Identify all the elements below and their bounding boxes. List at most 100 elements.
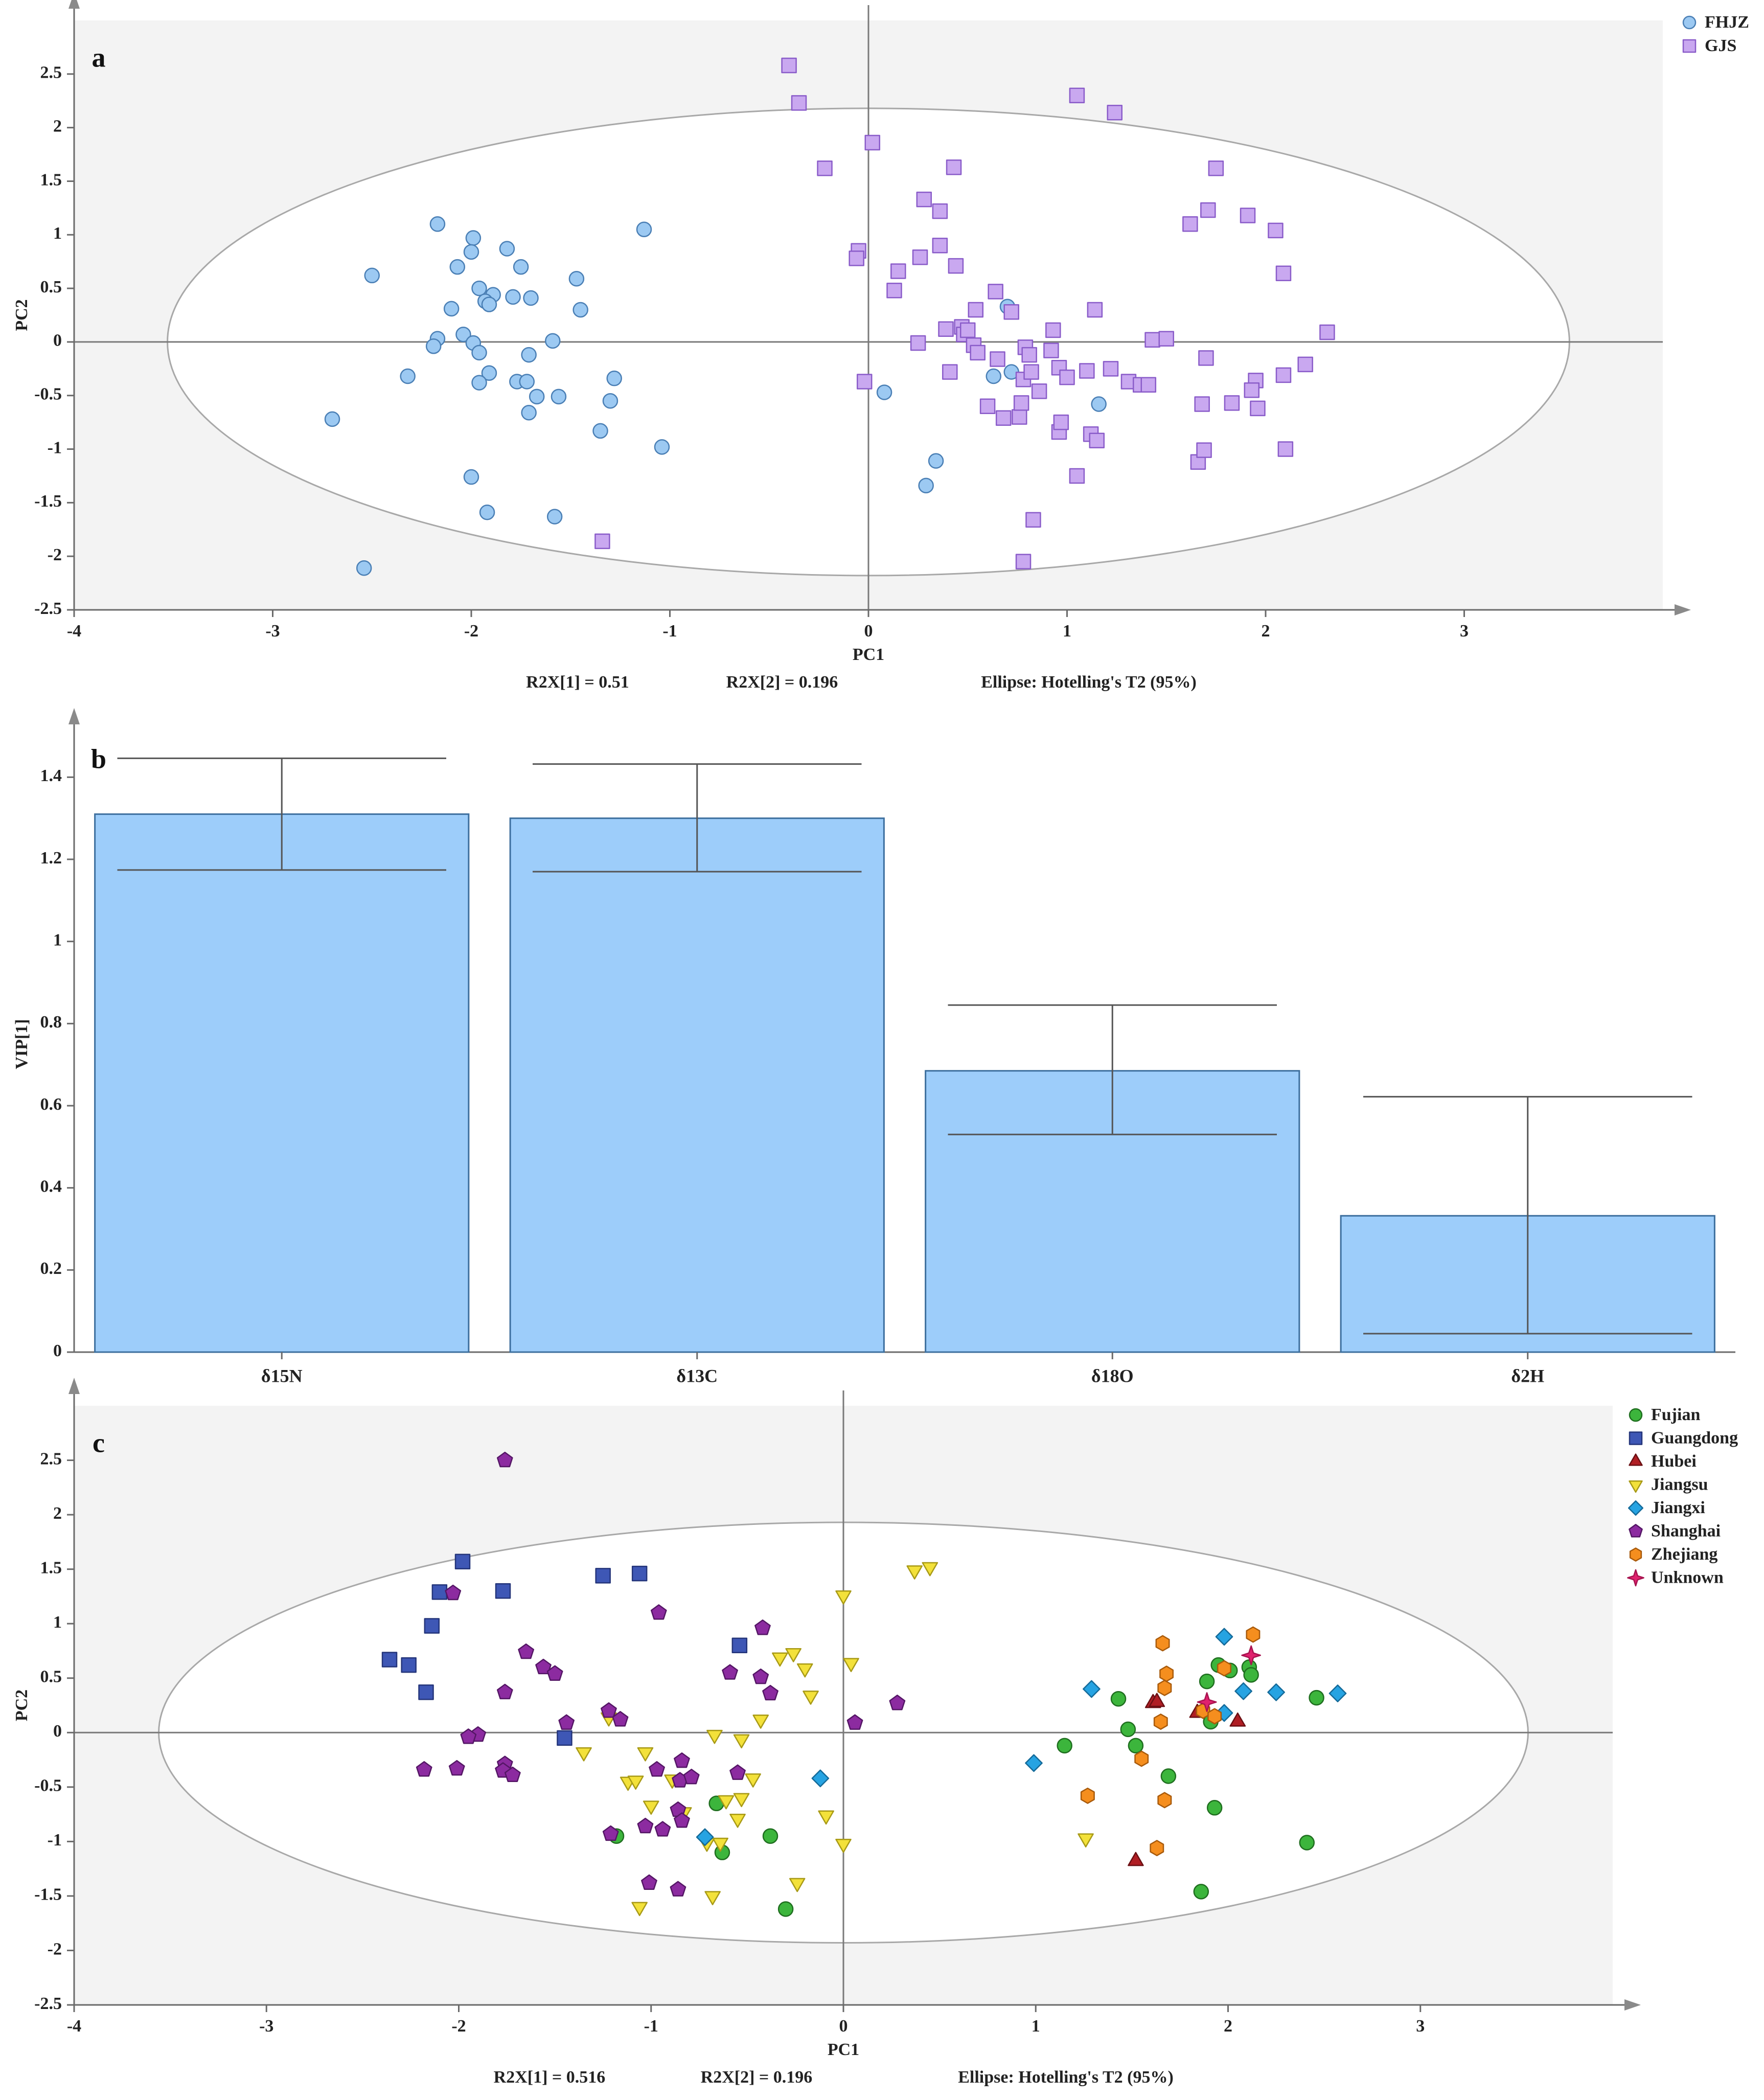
data-point bbox=[1182, 216, 1198, 232]
data-point bbox=[948, 258, 964, 274]
y-tick-label: -2 bbox=[48, 545, 62, 564]
data-point bbox=[729, 1764, 746, 1780]
data-point bbox=[942, 364, 958, 380]
data-point bbox=[471, 375, 487, 391]
y-axis-label: PC2 bbox=[12, 299, 31, 331]
data-point bbox=[970, 345, 986, 361]
y-tick-label: -1 bbox=[48, 1831, 62, 1850]
y-tick-label: -0.5 bbox=[34, 385, 62, 404]
data-point bbox=[1229, 1712, 1246, 1727]
data-point bbox=[429, 216, 446, 232]
legend-label: Shanghai bbox=[1651, 1521, 1721, 1540]
data-point bbox=[1244, 382, 1260, 398]
data-point bbox=[1059, 369, 1075, 385]
x-tick-label: δ18O bbox=[1091, 1365, 1134, 1386]
data-point bbox=[479, 504, 495, 520]
data-point bbox=[641, 1874, 657, 1890]
footer-ellipse-note: Ellipse: Hotelling's T2 (95%) bbox=[981, 673, 1197, 692]
data-point bbox=[637, 1747, 654, 1762]
data-point bbox=[946, 159, 962, 175]
data-point bbox=[910, 335, 926, 351]
data-point bbox=[523, 290, 539, 306]
data-point bbox=[649, 1761, 665, 1777]
data-point bbox=[471, 345, 487, 361]
data-point bbox=[1250, 400, 1266, 417]
data-point bbox=[416, 1761, 432, 1777]
panel-a-pca-scatter: -4 -3 -2 -1 0 1 2 3 -2.5 -2 -1.5 -1 -0.5 0 0.5 1 1.5 2 2.5… bbox=[12, 0, 1749, 692]
x-tick-label: -4 bbox=[67, 2017, 81, 2036]
legend-label: Jiangsu bbox=[1651, 1475, 1708, 1494]
data-point bbox=[1159, 1665, 1174, 1682]
data-point bbox=[789, 1878, 806, 1892]
data-point bbox=[932, 203, 948, 219]
data-point bbox=[627, 1775, 644, 1790]
data-point bbox=[1025, 1754, 1043, 1772]
data-point bbox=[1089, 432, 1105, 449]
data-point bbox=[1275, 265, 1292, 281]
data-point bbox=[529, 389, 545, 405]
data-point bbox=[471, 280, 487, 296]
data-point bbox=[636, 221, 652, 238]
y-tick-label: 0.6 bbox=[40, 1095, 62, 1114]
legend-label: Jiangxi bbox=[1651, 1498, 1705, 1517]
panel-label: c bbox=[93, 1427, 105, 1458]
data-point bbox=[576, 1747, 592, 1762]
data-point bbox=[1160, 1768, 1177, 1784]
data-point bbox=[835, 1838, 852, 1853]
data-point bbox=[849, 250, 864, 266]
data-point bbox=[1012, 409, 1027, 425]
data-point bbox=[602, 1825, 619, 1841]
legend-marker bbox=[1629, 1431, 1643, 1445]
data-point bbox=[1200, 202, 1216, 218]
data-point bbox=[704, 1891, 721, 1905]
series-fhjz bbox=[324, 216, 1107, 576]
data-point bbox=[906, 1565, 923, 1580]
data-point bbox=[1275, 367, 1292, 383]
y-tick-label: 0.2 bbox=[40, 1259, 62, 1278]
y-tick-label: -1.5 bbox=[34, 1885, 62, 1904]
data-point bbox=[1025, 512, 1041, 528]
data-point bbox=[922, 1562, 938, 1577]
data-point bbox=[654, 1821, 671, 1837]
data-point bbox=[1299, 1835, 1315, 1851]
data-point bbox=[1069, 468, 1085, 484]
data-point bbox=[1197, 1692, 1217, 1713]
y-axis-arrow bbox=[68, 1378, 80, 1394]
y-tick-label: 2.5 bbox=[40, 1449, 62, 1468]
panel-label: a bbox=[92, 42, 106, 73]
x-tick-label: -3 bbox=[259, 2017, 273, 2036]
data-point bbox=[431, 1584, 448, 1600]
data-point bbox=[928, 453, 944, 469]
x-axis-arrow bbox=[1624, 1999, 1641, 2011]
data-point bbox=[364, 267, 380, 284]
x-tick-label: -4 bbox=[67, 622, 81, 641]
data-point bbox=[1150, 1840, 1164, 1857]
data-point bbox=[1198, 350, 1214, 366]
data-point bbox=[938, 321, 954, 337]
data-point bbox=[650, 1604, 667, 1620]
data-point bbox=[752, 1715, 769, 1729]
data-point bbox=[1157, 1679, 1172, 1696]
data-point bbox=[381, 1652, 398, 1668]
data-point bbox=[856, 374, 873, 390]
data-point bbox=[745, 1773, 761, 1788]
legend-marker bbox=[1627, 1569, 1644, 1587]
data-point bbox=[1057, 1738, 1072, 1754]
data-point bbox=[558, 1714, 575, 1730]
data-point bbox=[1234, 1682, 1252, 1700]
data-point bbox=[463, 469, 479, 485]
data-point bbox=[916, 191, 932, 208]
data-point bbox=[631, 1565, 648, 1582]
data-point bbox=[443, 301, 460, 317]
data-point bbox=[932, 237, 948, 254]
legend-label: FHJZ bbox=[1705, 13, 1749, 32]
data-point bbox=[1194, 396, 1210, 412]
data-point bbox=[595, 1568, 611, 1584]
data-point bbox=[1240, 208, 1256, 223]
data-point bbox=[1110, 1691, 1127, 1707]
data-point bbox=[546, 1665, 563, 1681]
footer-r2x1: R2X[1] = 0.51 bbox=[526, 673, 629, 692]
y-tick-label: 1.5 bbox=[40, 170, 62, 189]
x-tick-label: δ2H bbox=[1511, 1365, 1544, 1386]
y-tick-label: 1.2 bbox=[40, 849, 62, 868]
